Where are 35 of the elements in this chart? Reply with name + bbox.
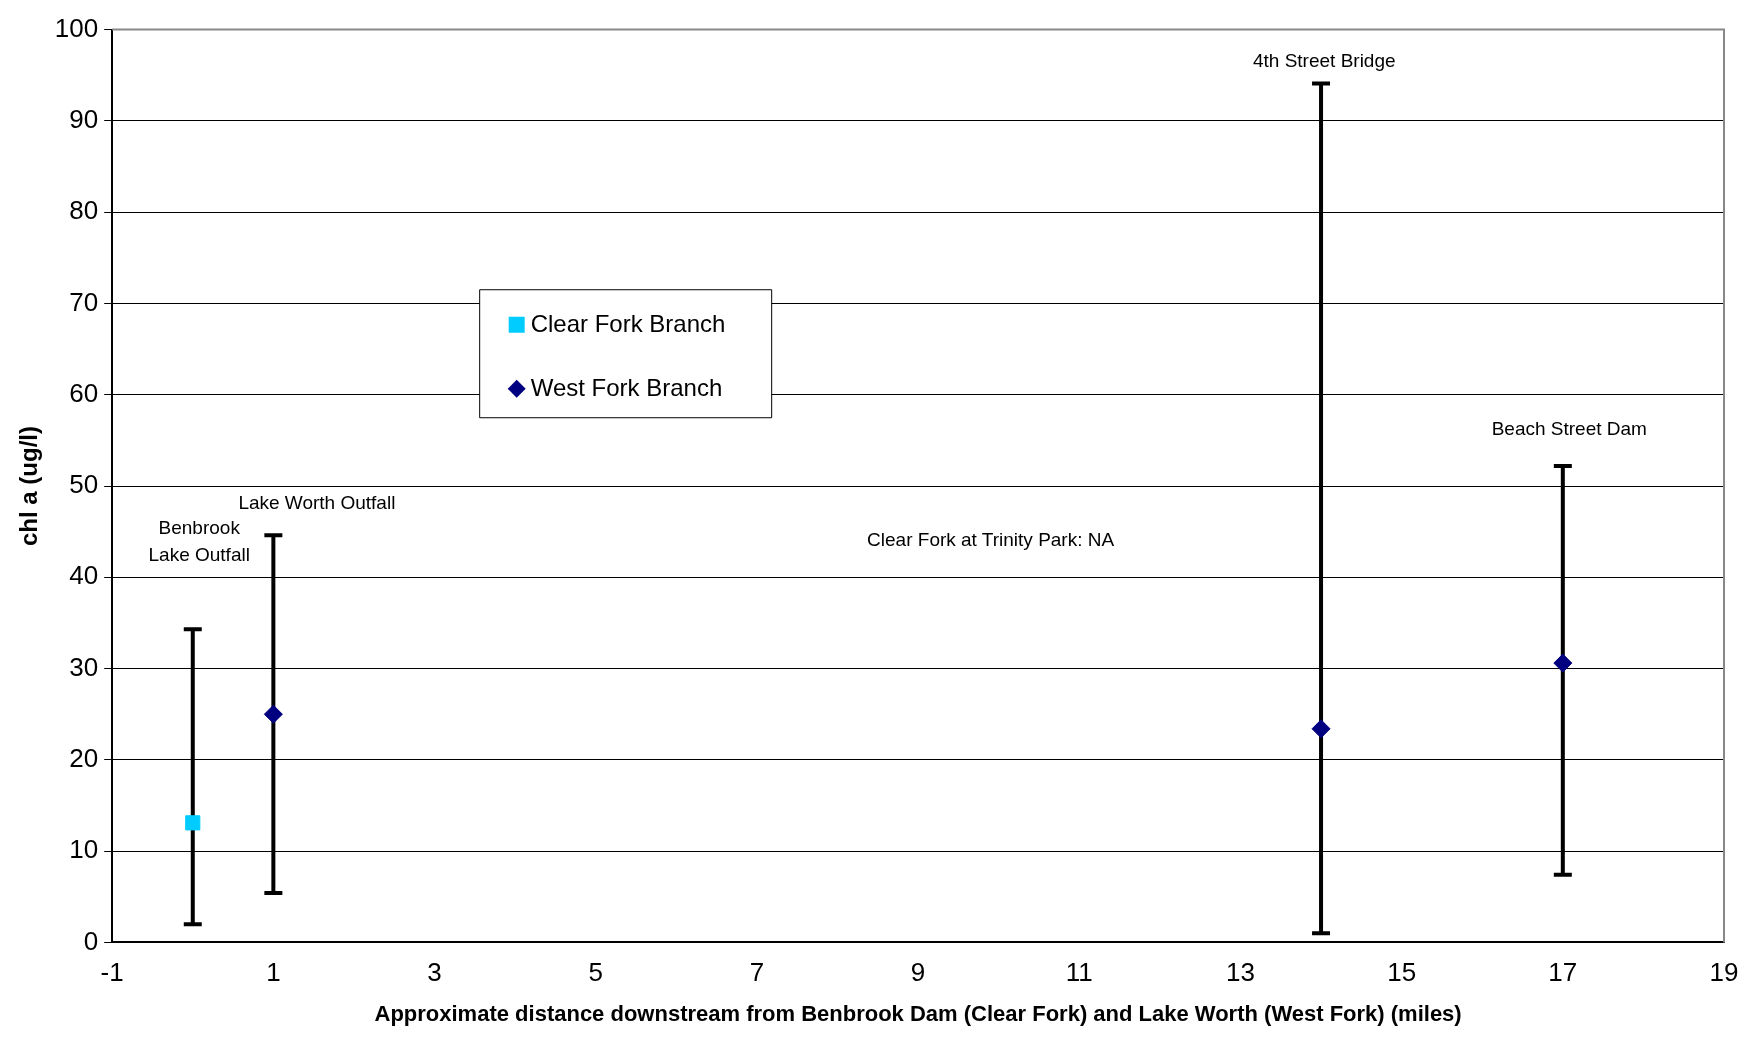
point (185, 815, 201, 831)
annotation: Lake Worth Outfall (238, 492, 396, 514)
y-tick-label: 10 (69, 834, 99, 865)
y-tick-label: 90 (69, 104, 99, 135)
legend-label: West Fork Branch (530, 374, 723, 402)
x-tick-label: 9 (910, 957, 926, 988)
x-tick-label: 1 (266, 957, 281, 988)
x-tick-label: 19 (1709, 957, 1739, 988)
x-tick-label: -1 (100, 957, 124, 988)
legend-label: Clear Fork Branch (530, 310, 726, 338)
y-tick-label: 40 (69, 560, 99, 591)
annotation: Benbrook Lake Outfall (148, 517, 250, 566)
x-tick-label: 11 (1065, 957, 1093, 988)
y-axis-title: chl a (ug/l) (15, 426, 43, 546)
x-tick-label: 7 (749, 957, 765, 988)
y-tick-label: 20 (69, 743, 99, 774)
annotation: 4th Street Bridge (1252, 49, 1396, 71)
y-tick-label: 50 (69, 469, 99, 500)
annotation: Beach Street Dam (1491, 417, 1647, 439)
y-tick-label: 60 (69, 377, 99, 408)
y-tick-label: 70 (69, 286, 99, 317)
x-axis-title: Approximate distance downstream from Benbrook Dam (Clear Fork) and Lake Worth (West Fork) (miles) (374, 1000, 1462, 1026)
x-tick-label: 13 (1225, 957, 1255, 988)
x-tick-label: 17 (1548, 957, 1578, 988)
point (263, 704, 283, 724)
y-tick-label: 30 (69, 651, 99, 682)
point (1311, 719, 1331, 739)
x-tick-label: 5 (588, 957, 603, 988)
y-tick-label: 0 (83, 925, 99, 956)
point (1553, 653, 1573, 673)
y-tick-label: 80 (69, 195, 99, 226)
x-tick-label: 15 (1387, 957, 1417, 988)
x-tick-label: 3 (427, 957, 442, 988)
y-tick-label: 100 (54, 12, 99, 43)
annotation: Clear Fork at Trinity Park: NA (867, 529, 1115, 550)
